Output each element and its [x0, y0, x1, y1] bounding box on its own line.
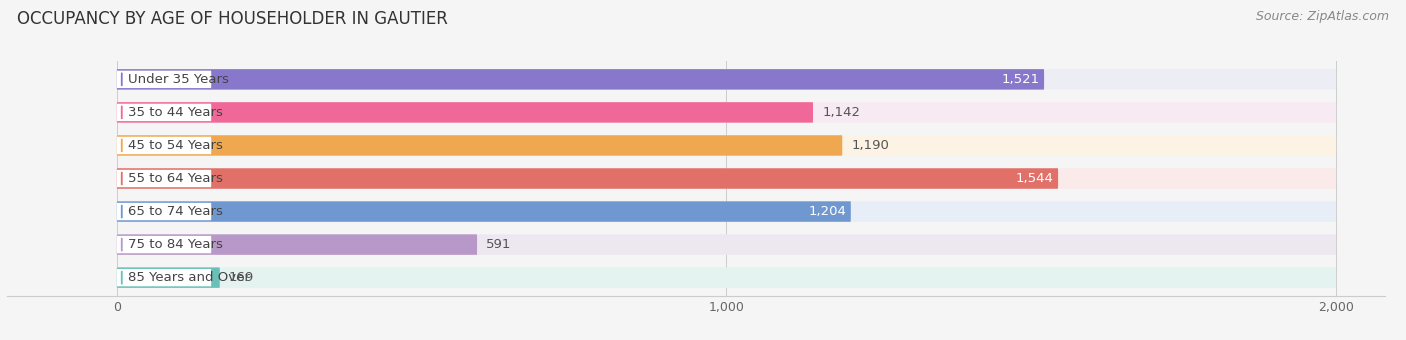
FancyBboxPatch shape	[117, 102, 1336, 123]
FancyBboxPatch shape	[117, 269, 211, 286]
Text: 1,544: 1,544	[1015, 172, 1053, 185]
FancyBboxPatch shape	[117, 104, 211, 121]
Text: 1,190: 1,190	[852, 139, 890, 152]
FancyBboxPatch shape	[117, 234, 477, 255]
Text: 1,521: 1,521	[1001, 73, 1039, 86]
FancyBboxPatch shape	[117, 267, 219, 288]
Text: 169: 169	[229, 271, 254, 284]
FancyBboxPatch shape	[117, 234, 1336, 255]
Text: Under 35 Years: Under 35 Years	[128, 73, 229, 86]
Text: 35 to 44 Years: 35 to 44 Years	[128, 106, 222, 119]
FancyBboxPatch shape	[117, 71, 211, 88]
FancyBboxPatch shape	[117, 69, 1336, 90]
FancyBboxPatch shape	[117, 69, 1045, 90]
Text: Source: ZipAtlas.com: Source: ZipAtlas.com	[1256, 10, 1389, 23]
Text: 65 to 74 Years: 65 to 74 Years	[128, 205, 222, 218]
FancyBboxPatch shape	[117, 168, 1336, 189]
FancyBboxPatch shape	[117, 267, 1336, 288]
Text: 1,142: 1,142	[823, 106, 860, 119]
FancyBboxPatch shape	[117, 201, 851, 222]
Text: 45 to 54 Years: 45 to 54 Years	[128, 139, 222, 152]
FancyBboxPatch shape	[117, 201, 1336, 222]
Text: 1,204: 1,204	[808, 205, 846, 218]
Text: 591: 591	[486, 238, 512, 251]
FancyBboxPatch shape	[117, 203, 211, 220]
FancyBboxPatch shape	[117, 102, 813, 123]
Text: OCCUPANCY BY AGE OF HOUSEHOLDER IN GAUTIER: OCCUPANCY BY AGE OF HOUSEHOLDER IN GAUTI…	[17, 10, 447, 28]
Text: 55 to 64 Years: 55 to 64 Years	[128, 172, 222, 185]
FancyBboxPatch shape	[117, 135, 842, 156]
Text: 85 Years and Over: 85 Years and Over	[128, 271, 250, 284]
FancyBboxPatch shape	[117, 168, 1059, 189]
Text: 75 to 84 Years: 75 to 84 Years	[128, 238, 222, 251]
FancyBboxPatch shape	[117, 137, 211, 154]
FancyBboxPatch shape	[117, 135, 1336, 156]
FancyBboxPatch shape	[117, 170, 211, 187]
FancyBboxPatch shape	[117, 236, 211, 253]
